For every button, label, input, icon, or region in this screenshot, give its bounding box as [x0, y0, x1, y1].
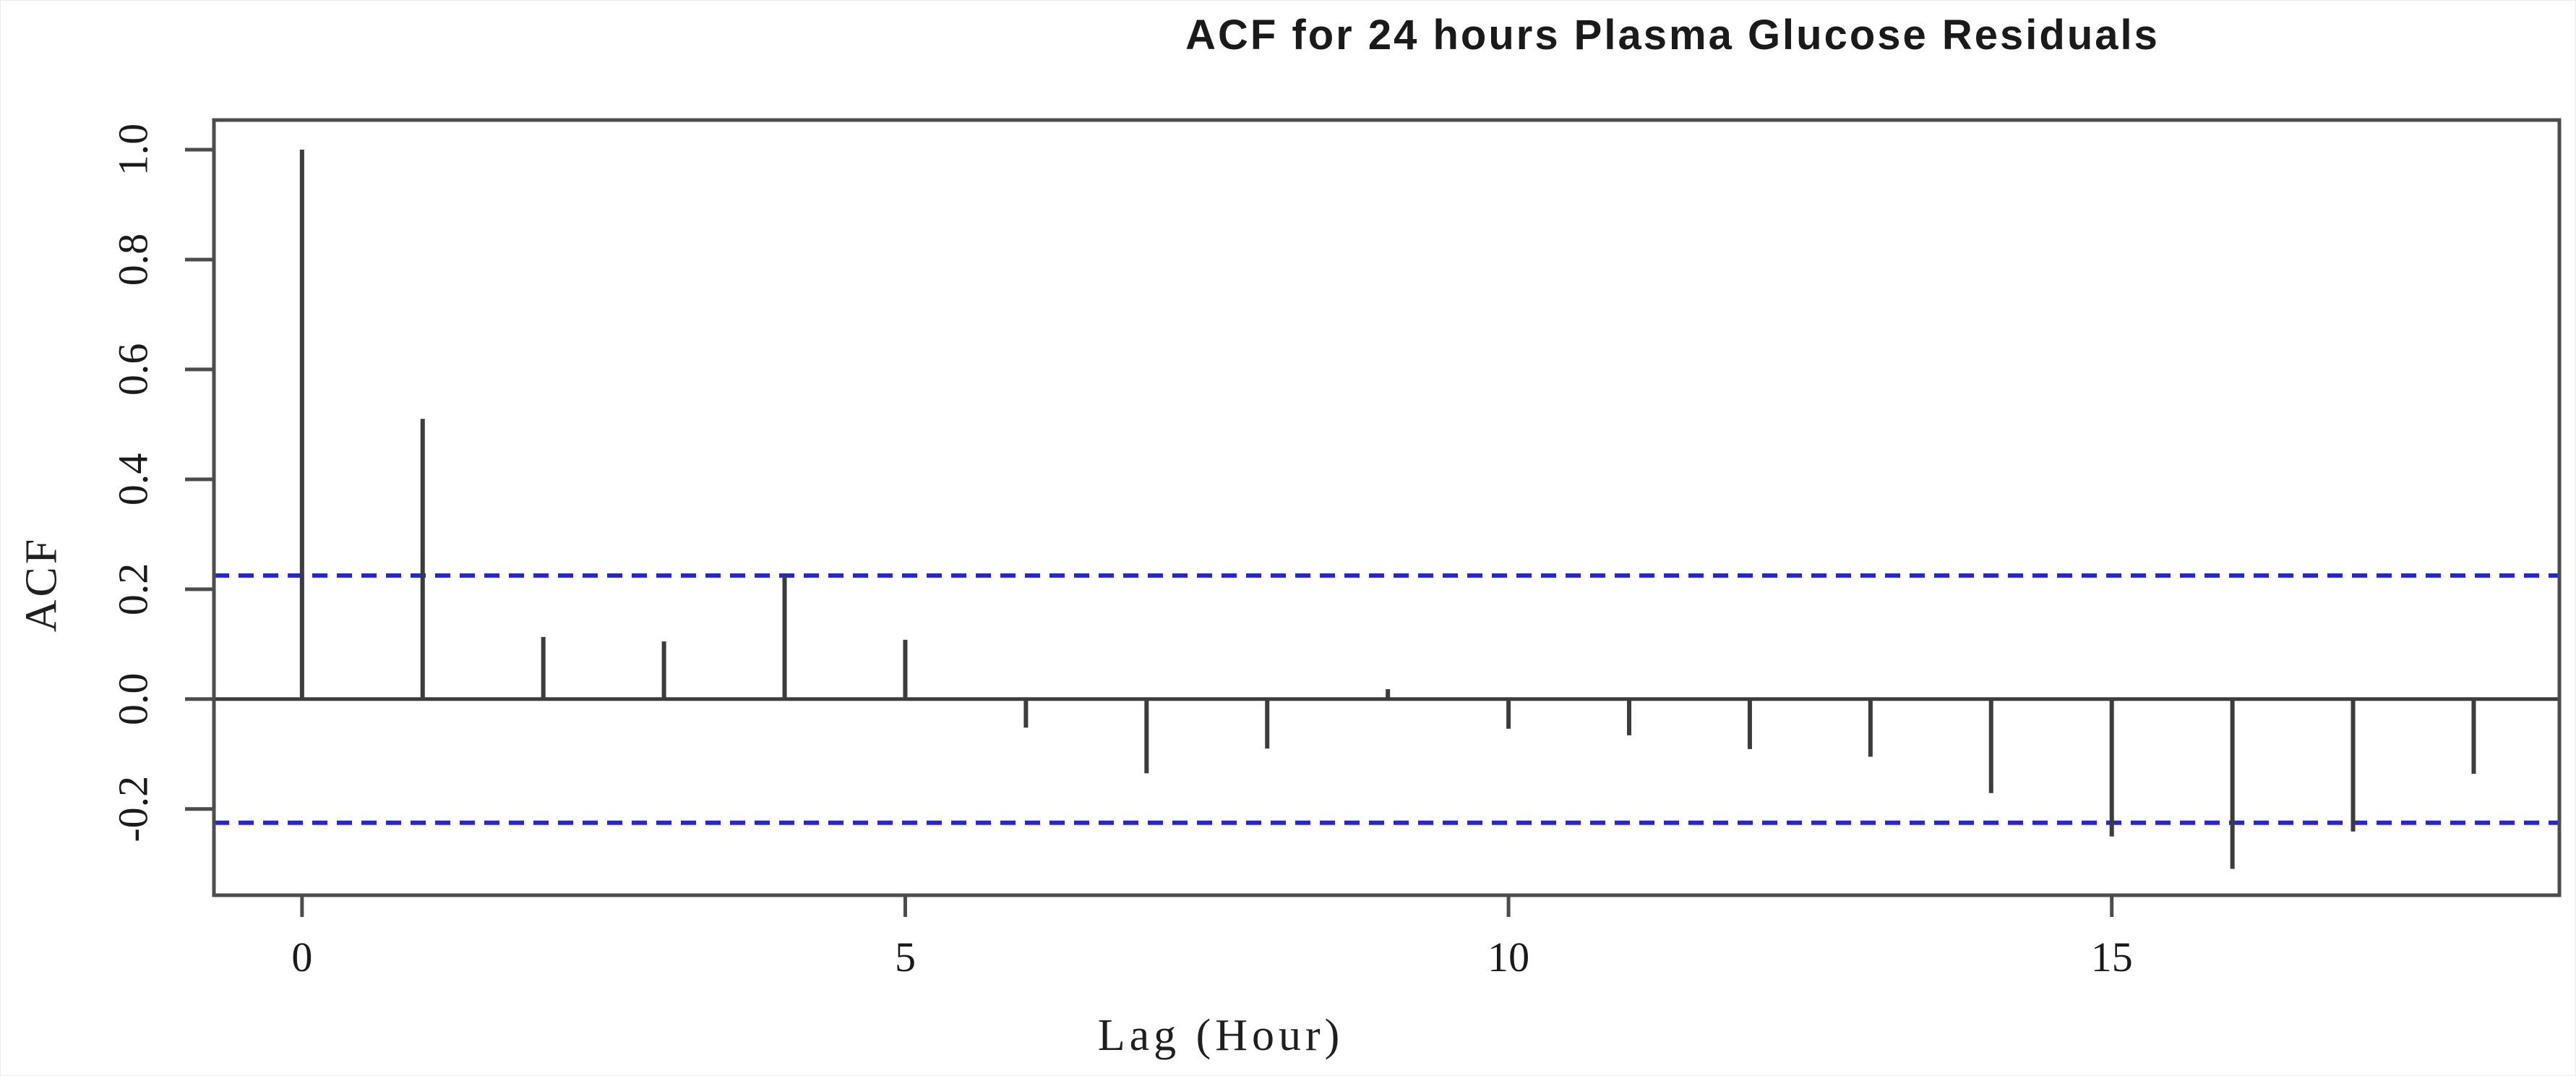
y-axis-tick-label: 0.4 — [110, 453, 157, 506]
y-axis-tick-label: 0.6 — [110, 343, 157, 396]
x-axis-title: Lag (Hour) — [1097, 1011, 1344, 1060]
plot-frame — [212, 118, 2562, 897]
x-axis-tick-label: 10 — [1487, 934, 1529, 981]
y-axis-tick-label: 1.0 — [110, 124, 157, 176]
x-axis-tick-label: 5 — [895, 934, 916, 981]
y-axis-tick-label: 0.2 — [110, 563, 157, 616]
x-axis-tick-label: 0 — [291, 934, 312, 981]
y-axis-tick-label: -0.2 — [110, 776, 157, 842]
x-axis-tick-label: 15 — [2091, 934, 2133, 981]
y-axis-tick-label: 0.8 — [110, 234, 157, 286]
y-axis-tick-label: 0.0 — [110, 673, 157, 726]
chart-title: ACF for 24 hours Plasma Glucose Residual… — [1185, 12, 2160, 59]
